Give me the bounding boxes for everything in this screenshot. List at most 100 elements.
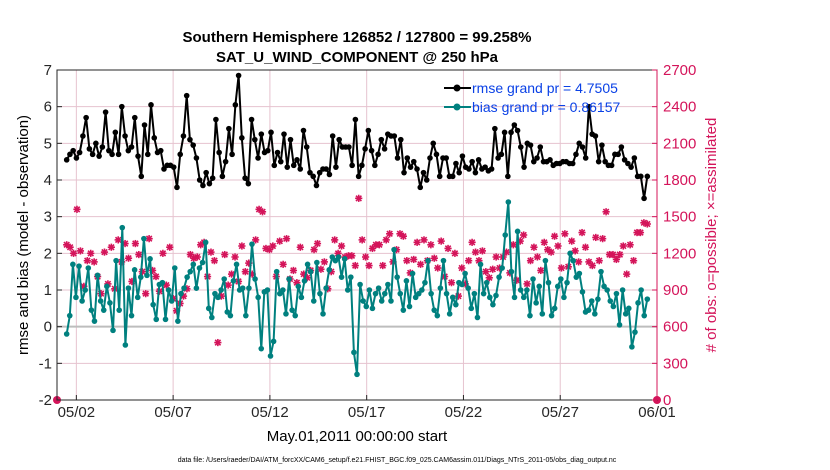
bias-point: [554, 283, 561, 290]
bias-series: [63, 199, 651, 378]
y-left-tick-label: 7: [44, 62, 52, 79]
rmse-point: [427, 155, 433, 161]
bias-point: [505, 199, 512, 205]
rmse-point: [375, 151, 381, 158]
y-left-tick-label: 6: [44, 99, 52, 116]
bias-point: [292, 312, 299, 319]
rmse-point: [401, 169, 407, 176]
bias-point: [601, 283, 607, 290]
rmse-point: [433, 151, 440, 158]
bias-point: [301, 278, 308, 284]
bias-point: [243, 312, 249, 319]
rmse-point: [242, 175, 248, 181]
obs-marker-stroke: [135, 251, 143, 258]
bias-point: [561, 294, 567, 301]
bias-point: [307, 268, 314, 275]
obs-marker: [207, 248, 215, 256]
rmse-point: [170, 164, 177, 170]
bias-point: [150, 301, 156, 308]
obs-marker: [399, 232, 407, 240]
bias-point: [397, 290, 404, 297]
obs-marker: [575, 258, 583, 266]
bias-point: [332, 257, 339, 264]
y-left-tick-label: -1: [39, 355, 52, 372]
bias-point: [159, 279, 166, 286]
obs-marker-stroke: [362, 253, 369, 261]
bias-point: [428, 290, 434, 297]
obs-marker-stroke: [187, 251, 194, 258]
bias-point: [579, 289, 586, 295]
rmse-point: [232, 102, 239, 108]
bias-point: [141, 235, 147, 242]
bias-point: [644, 296, 651, 302]
rmse-point: [157, 147, 164, 154]
bias-point: [230, 278, 237, 284]
bias-point: [403, 278, 410, 284]
bias-point: [477, 261, 484, 268]
bias-point: [558, 276, 564, 282]
obs-marker-stroke: [431, 254, 438, 262]
obs-marker: [612, 255, 621, 264]
obs-marker-stroke: [475, 257, 483, 264]
bias-point: [595, 296, 601, 302]
obs-marker-stroke: [468, 239, 476, 246]
rmse-point: [573, 151, 579, 158]
bias-point: [394, 274, 400, 280]
y-right-tick-label: 1800: [663, 172, 696, 189]
bias-point: [483, 279, 490, 286]
rmse-point: [469, 158, 475, 165]
obs-marker-stroke: [338, 242, 345, 250]
rmse-point: [313, 182, 320, 189]
x-tick-label: 05/27: [541, 404, 579, 421]
obs-marker-stroke: [180, 292, 187, 300]
bias-point: [570, 257, 576, 264]
obs-marker-stroke: [613, 256, 620, 263]
rmse-point: [294, 157, 300, 163]
bias-point: [567, 250, 573, 257]
rmse-point: [592, 133, 599, 139]
obs-marker-stroke: [66, 243, 74, 251]
obs-marker: [379, 261, 387, 270]
rmse-point: [239, 135, 245, 141]
bias-point: [193, 285, 200, 291]
obs-marker: [626, 241, 634, 249]
obs-marker-stroke: [293, 279, 301, 286]
bias-point: [440, 257, 447, 264]
bias-point: [147, 256, 153, 262]
bias-point: [533, 300, 539, 306]
rmse-point: [248, 116, 255, 123]
rmse-point: [336, 136, 342, 143]
obs-marker-stroke: [145, 235, 153, 242]
obs-marker-stroke: [444, 245, 452, 252]
bias-point: [289, 307, 295, 313]
rmse-point: [436, 173, 443, 180]
bias-point: [520, 294, 527, 301]
obs-marker: [416, 260, 425, 268]
obs-marker-stroke: [503, 248, 510, 256]
obs-marker-stroke: [163, 281, 170, 289]
bias-point: [502, 232, 509, 238]
bias-point: [221, 276, 227, 282]
bias-point: [415, 290, 422, 297]
bias-point: [412, 294, 419, 301]
rmse-point: [277, 158, 284, 165]
obs-marker-stroke: [520, 231, 527, 239]
bias-point: [138, 274, 144, 280]
bias-point: [63, 331, 70, 337]
obs-marker: [602, 208, 610, 216]
obs-marker-stroke: [379, 262, 387, 269]
obs-marker-stroke: [252, 236, 259, 244]
obs-marker-stroke: [259, 208, 266, 216]
bias-point: [378, 298, 385, 304]
obs-marker-stroke: [620, 242, 627, 250]
rmse-series: [63, 72, 651, 202]
bias-point: [453, 301, 459, 308]
bias-point: [218, 287, 224, 293]
bias-point: [638, 287, 644, 293]
bias-point: [369, 305, 376, 312]
bias-point: [363, 303, 370, 310]
rmse-point: [472, 169, 479, 176]
bias-point: [94, 272, 101, 279]
obs-marker-stroke: [269, 242, 277, 250]
